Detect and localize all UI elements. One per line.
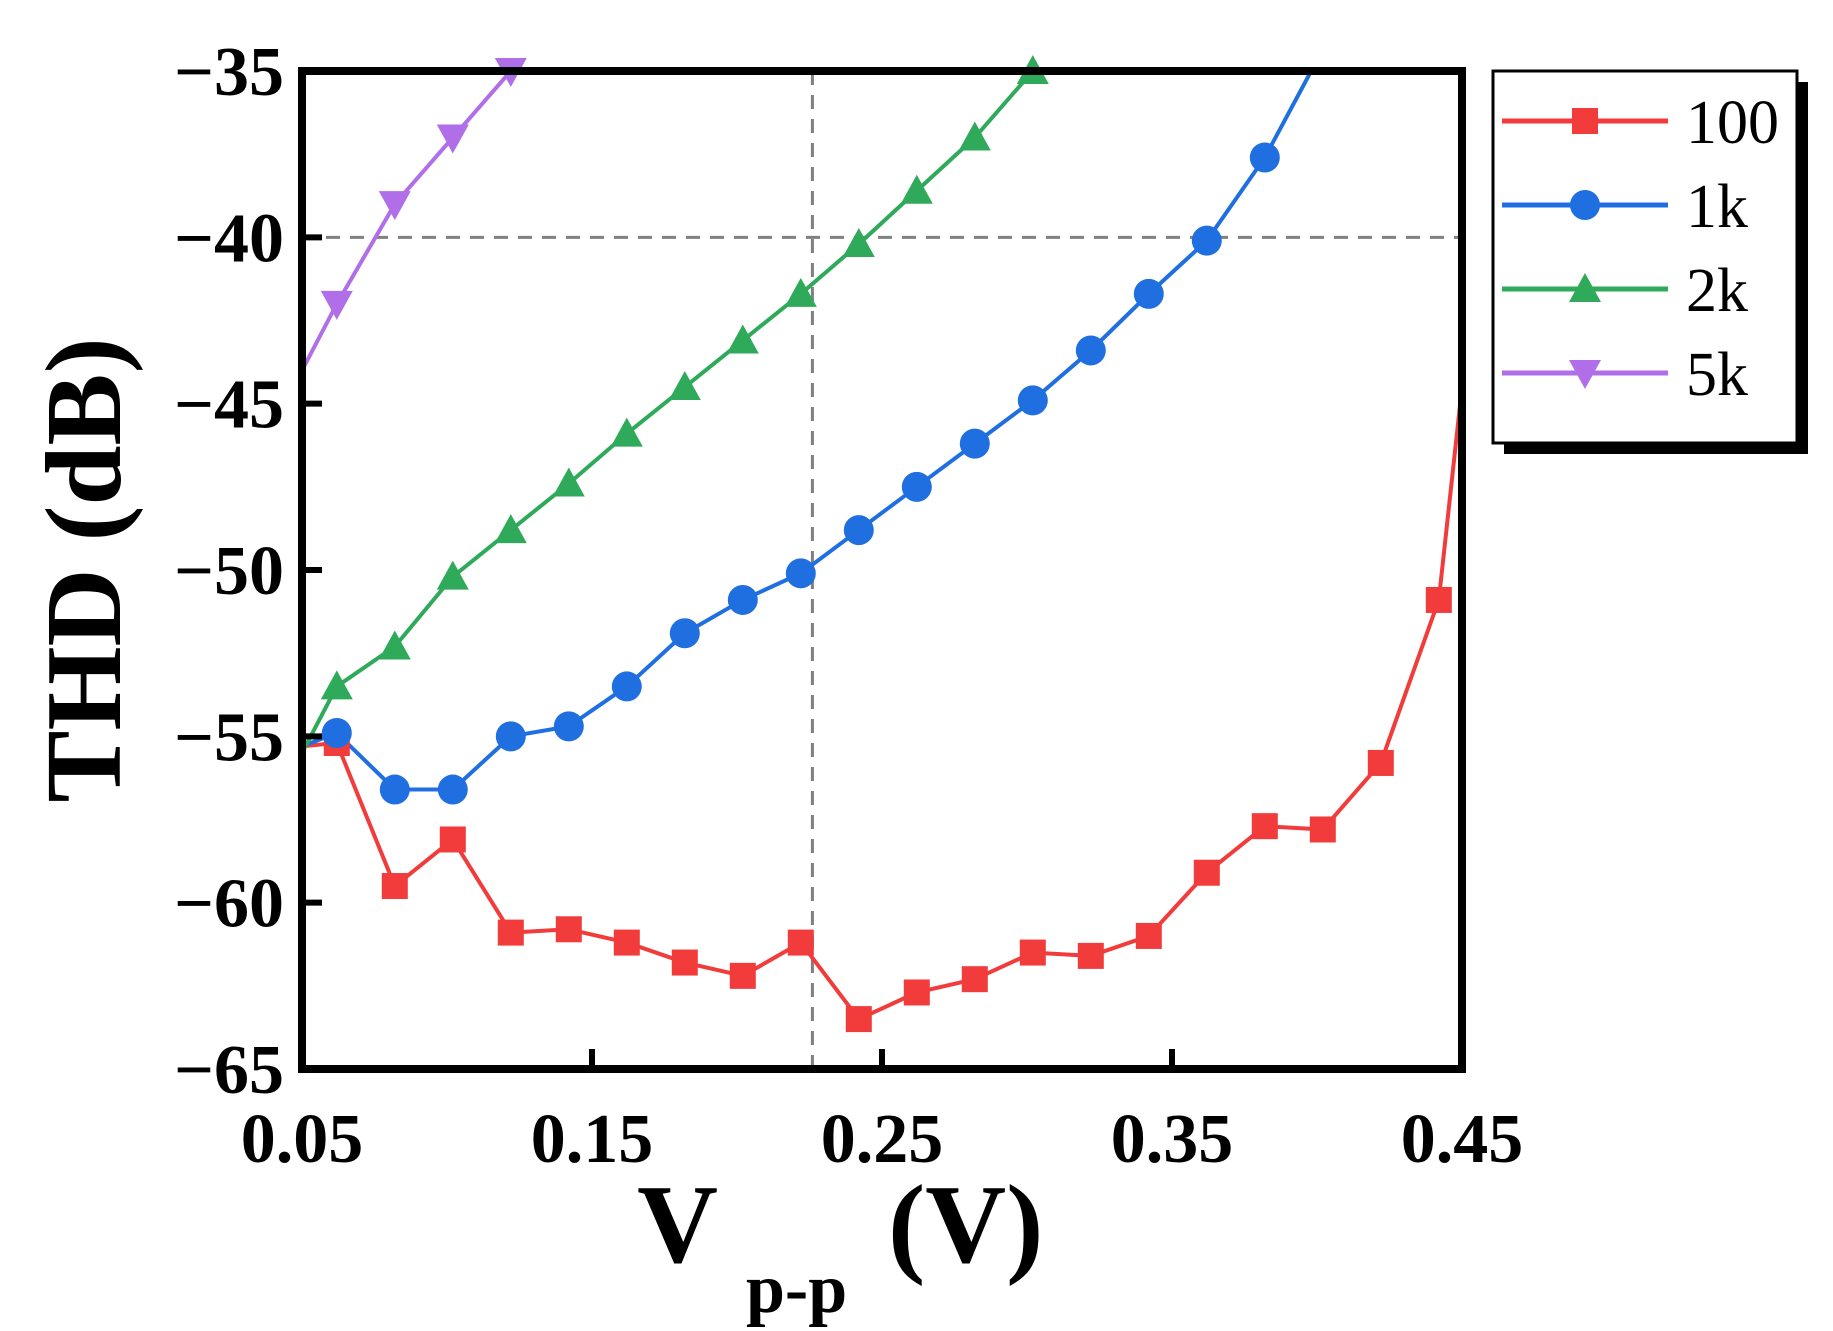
data-point-1k	[495, 721, 526, 752]
data-point-5k	[436, 124, 469, 154]
y-tick-label: −60	[174, 866, 284, 943]
data-point-2k	[668, 371, 701, 401]
data-point-2k	[552, 467, 585, 497]
data-point-100	[671, 949, 698, 976]
series-layer	[302, 71, 1462, 1022]
data-point-1k	[1017, 385, 1048, 416]
data-point-2k	[726, 324, 759, 354]
data-point-2k	[784, 277, 817, 307]
data-point-100	[845, 1006, 872, 1033]
data-point-1k	[1249, 142, 1280, 173]
data-point-100	[381, 873, 408, 900]
x-axis-title-subscript: p-p	[746, 1251, 847, 1328]
data-point-1k	[1191, 225, 1222, 256]
y-tick-label: −50	[174, 533, 284, 610]
series-line-5k	[302, 71, 513, 372]
data-point-1k	[611, 671, 642, 702]
series-line-1k	[302, 71, 1313, 792]
data-point-100	[1077, 942, 1104, 969]
data-point-5k	[320, 290, 353, 320]
data-point-100	[787, 929, 814, 956]
data-point-1k	[727, 584, 758, 615]
legend-marker-5k	[1569, 360, 1601, 389]
legend-marker-100	[1572, 108, 1598, 134]
data-point-2k	[378, 630, 411, 660]
series-line-100	[302, 386, 1462, 1022]
data-point-2k	[320, 670, 353, 700]
data-point-1k	[1133, 278, 1164, 309]
y-axis-title: THD (dB)	[25, 337, 144, 802]
data-point-100	[1193, 859, 1220, 886]
y-tick-label: −65	[174, 1032, 284, 1109]
x-axis-title-unit: (V)	[888, 1163, 1043, 1287]
axis-ticks: 0.05 0.15 0.25 0.35 0.45 −35 −40 −45 −50 −55 −60 −6…	[174, 34, 1523, 1178]
data-point-1k	[437, 774, 468, 805]
data-point-100	[1309, 816, 1336, 843]
legend-label-5k: 5k	[1686, 341, 1748, 409]
data-point-2k	[610, 417, 643, 447]
x-tick-label: 0.35	[1111, 1101, 1234, 1178]
legend-box	[1491, 69, 1799, 445]
data-point-1k	[843, 515, 874, 546]
data-point-100	[903, 979, 930, 1006]
data-point-100	[497, 919, 524, 946]
x-axis-title: V p-p (V)	[637, 1163, 1043, 1328]
legend-marker-2k	[1569, 273, 1601, 302]
legend: 100 1k 2k 5k	[1491, 69, 1808, 454]
x-tick-label: 0.15	[531, 1101, 654, 1178]
data-point-2k	[900, 174, 933, 204]
data-point-100	[439, 826, 466, 853]
data-point-100	[613, 929, 640, 956]
legend-marker-1k	[1570, 190, 1600, 220]
legend-label-1k: 1k	[1686, 173, 1748, 241]
y-tick-label: −35	[174, 34, 284, 111]
y-tick-label: −45	[174, 367, 284, 444]
data-point-2k	[842, 227, 875, 257]
data-point-1k	[959, 428, 990, 459]
x-tick-label: 0.25	[821, 1101, 944, 1178]
legend-label-2k: 2k	[1686, 257, 1748, 325]
x-axis-title-main: V	[637, 1163, 718, 1287]
data-point-2k	[958, 121, 991, 151]
data-point-100	[555, 916, 582, 943]
data-point-100	[1425, 586, 1452, 613]
data-point-100	[729, 962, 756, 989]
reference-lines	[302, 71, 1462, 1069]
data-point-1k	[669, 618, 700, 649]
data-point-1k	[901, 471, 932, 502]
data-point-100	[961, 966, 988, 993]
data-point-1k	[379, 774, 410, 805]
marker-layer	[320, 55, 1452, 1033]
data-point-2k	[494, 514, 527, 544]
data-point-1k	[553, 711, 584, 742]
data-point-100	[1251, 813, 1278, 840]
data-point-2k	[436, 560, 469, 590]
data-point-5k	[378, 191, 411, 221]
data-point-1k	[321, 718, 352, 749]
data-point-100	[1135, 922, 1162, 949]
legend-label-100: 100	[1686, 89, 1779, 157]
data-point-1k	[1075, 335, 1106, 366]
data-point-100	[1019, 939, 1046, 966]
data-point-1k	[785, 558, 816, 589]
y-tick-label: −55	[174, 699, 284, 776]
x-tick-label: 0.05	[241, 1101, 364, 1178]
y-tick-label: −40	[174, 200, 284, 277]
data-point-100	[1367, 749, 1394, 776]
x-tick-label: 0.45	[1401, 1101, 1524, 1178]
